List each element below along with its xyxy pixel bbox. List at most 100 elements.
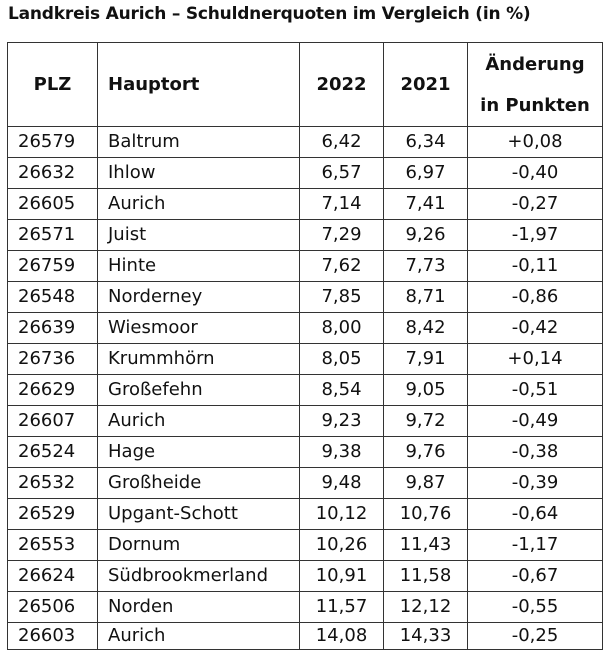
cell-change: -0,49: [467, 405, 603, 437]
cell-2022: 7,62: [299, 250, 384, 282]
table-row: 26532 Großheide 9,48 9,87 -0,39: [7, 467, 603, 499]
cell-change: +0,08: [467, 126, 603, 158]
debtor-rate-table: PLZ Hauptort 2022 2021 Änderung in Punkt…: [7, 42, 603, 650]
cell-plz: 26759: [7, 250, 98, 282]
cell-plz: 26571: [7, 219, 98, 251]
cell-plz: 26605: [7, 188, 98, 220]
cell-2022: 8,05: [299, 343, 384, 375]
cell-2021: 9,76: [383, 436, 468, 468]
cell-2022: 6,57: [299, 157, 384, 189]
cell-plz: 26548: [7, 281, 98, 313]
cell-2021: 7,73: [383, 250, 468, 282]
column-header-change-line2: in Punkten: [480, 94, 590, 116]
cell-hauptort: Juist: [97, 219, 300, 251]
table-row: 26506 Norden 11,57 12,12 -0,55: [7, 591, 603, 623]
table-row: 26571 Juist 7,29 9,26 -1,97: [7, 219, 603, 251]
cell-change: -0,27: [467, 188, 603, 220]
cell-change: -0,25: [467, 622, 603, 650]
cell-plz: 26603: [7, 622, 98, 650]
cell-change: -0,38: [467, 436, 603, 468]
cell-change: -1,17: [467, 529, 603, 561]
cell-2022: 10,12: [299, 498, 384, 530]
cell-hauptort: Großefehn: [97, 374, 300, 406]
cell-2022: 9,48: [299, 467, 384, 499]
cell-plz: 26524: [7, 436, 98, 468]
cell-2021: 7,41: [383, 188, 468, 220]
cell-change: -0,40: [467, 157, 603, 189]
table-body: 26579 Baltrum 6,42 6,34 +0,08 26632 Ihlow 6,57 6…: [7, 126, 603, 650]
table-row: 26639 Wiesmoor 8,00 8,42 -0,42: [7, 312, 603, 344]
cell-2022: 8,54: [299, 374, 384, 406]
cell-2022: 9,23: [299, 405, 384, 437]
cell-hauptort: Aurich: [97, 188, 300, 220]
table-row: 26603 Aurich 14,08 14,33 -0,25: [7, 622, 603, 650]
cell-2022: 11,57: [299, 591, 384, 623]
table-row: 26524 Hage 9,38 9,76 -0,38: [7, 436, 603, 468]
header-row: PLZ Hauptort 2022 2021 Änderung in Punkt…: [7, 42, 603, 127]
cell-plz: 26639: [7, 312, 98, 344]
column-header-hauptort: Hauptort: [97, 42, 300, 127]
cell-plz: 26624: [7, 560, 98, 592]
cell-change: -0,86: [467, 281, 603, 313]
cell-hauptort: Dornum: [97, 529, 300, 561]
cell-hauptort: Hage: [97, 436, 300, 468]
cell-change: -0,67: [467, 560, 603, 592]
cell-2021: 12,12: [383, 591, 468, 623]
cell-2021: 9,05: [383, 374, 468, 406]
cell-change: -0,11: [467, 250, 603, 282]
cell-plz: 26607: [7, 405, 98, 437]
cell-2022: 7,29: [299, 219, 384, 251]
table-row: 26553 Dornum 10,26 11,43 -1,17: [7, 529, 603, 561]
cell-2022: 6,42: [299, 126, 384, 158]
cell-hauptort: Ihlow: [97, 157, 300, 189]
cell-hauptort: Norden: [97, 591, 300, 623]
cell-plz: 26553: [7, 529, 98, 561]
cell-hauptort: Krummhörn: [97, 343, 300, 375]
cell-2022: 14,08: [299, 622, 384, 650]
cell-plz: 26632: [7, 157, 98, 189]
cell-plz: 26736: [7, 343, 98, 375]
cell-hauptort: Großheide: [97, 467, 300, 499]
cell-2021: 9,87: [383, 467, 468, 499]
cell-plz: 26629: [7, 374, 98, 406]
cell-change: -0,55: [467, 591, 603, 623]
column-header-2022: 2022: [299, 42, 384, 127]
cell-2022: 7,14: [299, 188, 384, 220]
cell-change: -0,39: [467, 467, 603, 499]
cell-plz: 26579: [7, 126, 98, 158]
table-row: 26529 Upgant-Schott 10,12 10,76 -0,64: [7, 498, 603, 530]
table-row: 26629 Großefehn 8,54 9,05 -0,51: [7, 374, 603, 406]
table-row: 26605 Aurich 7,14 7,41 -0,27: [7, 188, 603, 220]
table-row: 26607 Aurich 9,23 9,72 -0,49: [7, 405, 603, 437]
cell-plz: 26529: [7, 498, 98, 530]
cell-2021: 6,34: [383, 126, 468, 158]
column-header-plz: PLZ: [7, 42, 98, 127]
cell-2021: 14,33: [383, 622, 468, 650]
cell-2021: 9,72: [383, 405, 468, 437]
table-row: 26736 Krummhörn 8,05 7,91 +0,14: [7, 343, 603, 375]
cell-hauptort: Aurich: [97, 405, 300, 437]
cell-2021: 11,58: [383, 560, 468, 592]
column-header-2021: 2021: [383, 42, 468, 127]
table-row: 26548 Norderney 7,85 8,71 -0,86: [7, 281, 603, 313]
cell-2021: 8,42: [383, 312, 468, 344]
cell-2022: 7,85: [299, 281, 384, 313]
cell-change: -1,97: [467, 219, 603, 251]
cell-change: -0,64: [467, 498, 603, 530]
cell-2022: 9,38: [299, 436, 384, 468]
cell-2021: 10,76: [383, 498, 468, 530]
table-row: 26632 Ihlow 6,57 6,97 -0,40: [7, 157, 603, 189]
cell-2021: 8,71: [383, 281, 468, 313]
cell-hauptort: Baltrum: [97, 126, 300, 158]
cell-hauptort: Wiesmoor: [97, 312, 300, 344]
cell-change: +0,14: [467, 343, 603, 375]
cell-2022: 8,00: [299, 312, 384, 344]
cell-2022: 10,91: [299, 560, 384, 592]
cell-2021: 11,43: [383, 529, 468, 561]
cell-2021: 7,91: [383, 343, 468, 375]
column-header-change-line1: Änderung: [485, 53, 585, 75]
cell-change: -0,42: [467, 312, 603, 344]
table-row: 26579 Baltrum 6,42 6,34 +0,08: [7, 126, 603, 158]
cell-2021: 6,97: [383, 157, 468, 189]
cell-hauptort: Norderney: [97, 281, 300, 313]
